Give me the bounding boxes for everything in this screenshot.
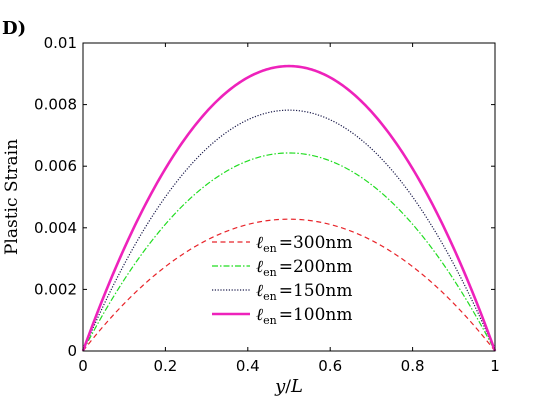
tick-layer: 0 0.2 0.4 0.6 0.8 1 0 0.002 0.004 0.006 0.008 0.01 [34,34,500,375]
y-tick-label: 0.01 [44,34,77,52]
y-tick-label: 0 [67,342,77,360]
x-axis-label-var2: L [290,376,303,397]
x-tick-label: 0.8 [401,357,425,375]
x-tick-label: 0.4 [236,357,260,375]
series-line-2 [82,152,496,352]
panel-label: D) [2,18,26,39]
legend-entry-3: ℓen =150nm [212,281,352,303]
x-axis-label-var: y [274,376,286,397]
series-line-4 [81,64,497,352]
legend-label: ℓen =300nm [256,233,352,255]
y-tick-label: 0.008 [34,96,77,114]
x-tick-label: 0.2 [153,357,177,375]
y-tick-label: 0.006 [34,157,77,175]
legend-entry-2: ℓen =200nm [212,257,352,279]
y-tick-label: 0.004 [34,219,77,237]
legend-entry-1: ℓen =300nm [212,233,352,255]
curve-layer [81,64,497,352]
x-tick-label: 1 [490,357,500,375]
legend-label: ℓen =150nm [256,281,352,303]
legend-label: ℓen =200nm [256,257,352,279]
plot-frame [82,42,496,352]
x-axis-label: y/L [274,376,303,397]
legend-entry-4: ℓen =100nm [212,305,352,327]
series-line-3 [82,109,496,352]
y-tick-label: 0.002 [34,280,77,298]
legend-label: ℓen =100nm [256,305,352,327]
x-axis-label-slash: / [285,377,291,397]
x-tick-label: 0.6 [318,357,342,375]
x-tick-label: 0 [78,357,88,375]
y-axis-label: Plastic Strain [2,139,22,255]
